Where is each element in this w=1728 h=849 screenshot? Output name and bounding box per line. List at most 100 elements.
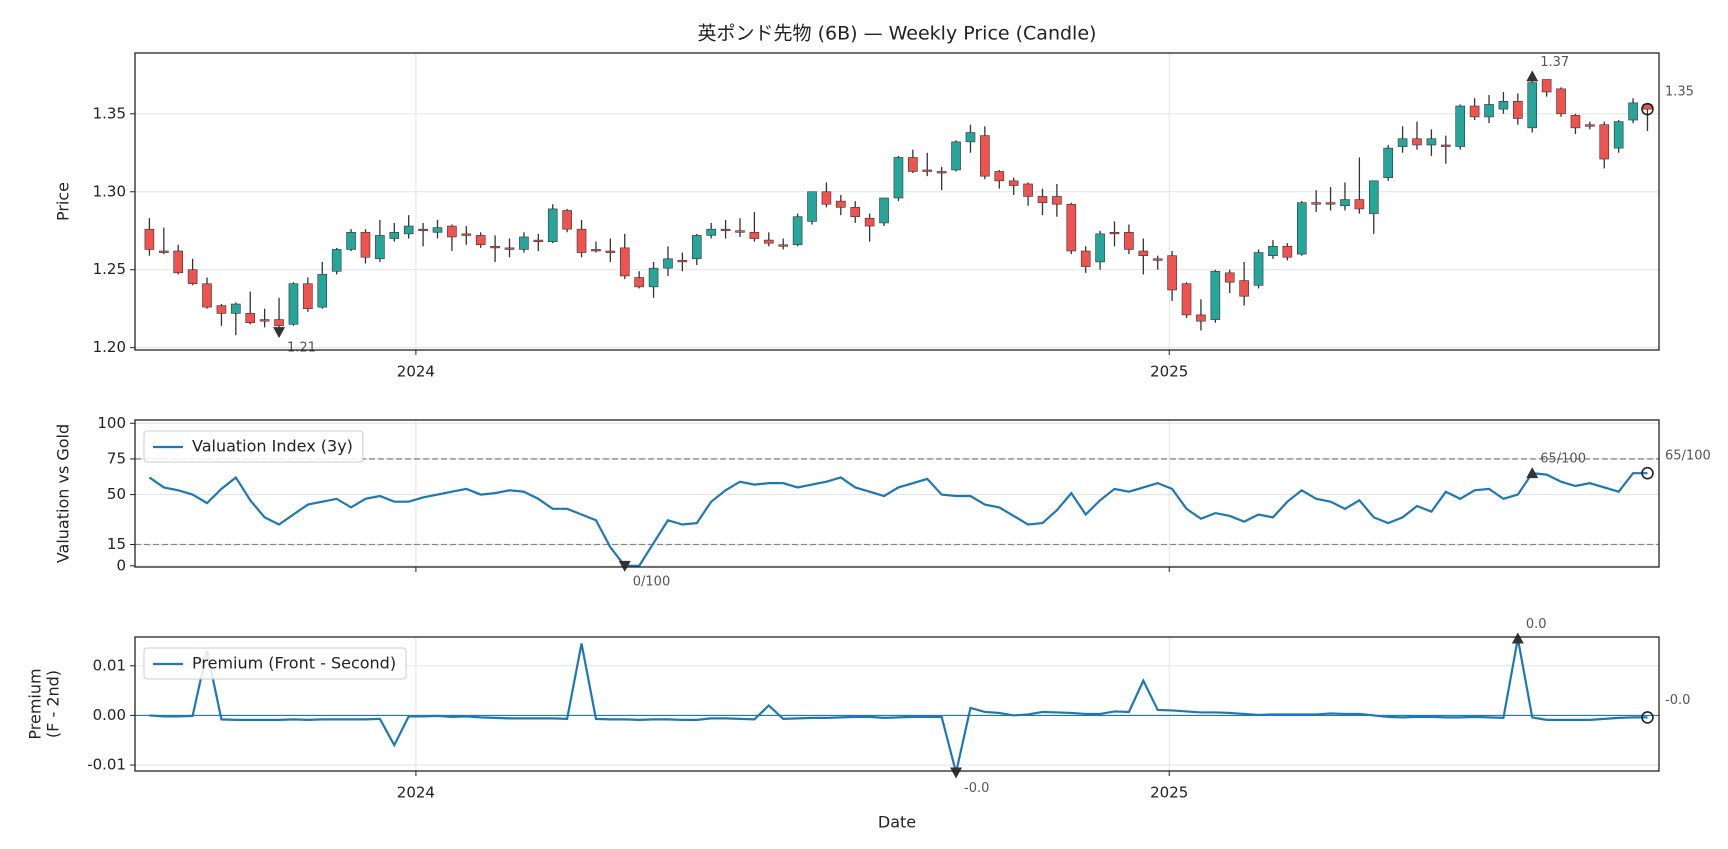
candle-body [375,235,385,260]
candle-body [1340,199,1350,207]
candle-body [1441,144,1451,147]
candle-body [1628,102,1638,121]
candle-body [821,191,832,205]
candle-body [1368,180,1379,214]
candle-body [331,249,342,272]
candle-body [1037,196,1048,203]
min-marker [950,767,963,779]
max-label: 65/100 [1540,452,1586,467]
y-tick-label: 0.00 [93,706,126,724]
candle-body [1253,252,1264,286]
candle-body [778,244,789,247]
min-label: -0.0 [964,781,989,796]
candle-body [475,235,486,246]
candle-body [691,235,702,260]
candle-body [663,258,673,269]
candle-body [908,157,918,172]
candle-body [936,171,947,174]
axes-frame [134,52,1660,351]
y-tick-label: 1.20 [93,338,126,356]
candle-body [1585,124,1595,127]
candle-body [634,277,644,288]
candle-body [418,228,428,232]
candle-body [432,227,443,233]
candle-body [461,233,472,236]
candle-body [879,197,889,224]
candle-body [735,230,745,233]
series-line [148,472,1648,567]
last-label: 65/100 [1665,449,1711,464]
candle-body [807,191,817,222]
y-axis-label: Price [54,182,73,221]
candle-body [1196,314,1206,322]
y-tick-label: 1.30 [93,182,126,200]
candle-body [922,169,933,172]
candle-body [1541,79,1552,93]
candle-body [504,247,515,250]
candle-body [1023,183,1033,197]
y-tick-label: -0.01 [87,756,126,774]
last-marker [1641,102,1654,116]
candle-body [836,200,846,208]
candle-body [1095,233,1105,263]
candle-body [1311,202,1321,205]
candle-body [547,208,558,242]
candle-body [1152,258,1163,261]
candle-body [447,225,457,238]
last-marker [1641,711,1654,724]
last-label: -0.0 [1665,693,1690,708]
candle-body [1296,202,1307,255]
legend-box [143,430,364,463]
candle-body [216,305,227,314]
y-tick-label: 0 [116,556,126,574]
candle-body [1469,105,1480,118]
candle-body [274,319,284,327]
candle-body [893,157,904,199]
candle-body [1570,115,1581,129]
candle-body [1167,255,1177,291]
candle-body [1412,138,1422,146]
candle-body [850,207,861,218]
last-label: 1.35 [1665,85,1694,100]
candle-body [490,246,500,249]
candle-body [1008,180,1019,186]
y-tick-label: 75 [107,449,126,467]
candle-body [994,171,1005,182]
max-marker [1526,467,1539,479]
candle-body [1282,246,1293,258]
candle-body [1513,101,1523,119]
candle-body [591,249,601,252]
legend-label: Valuation Index (3y) [192,437,353,456]
chart-title: 英ポンド先物 (6B) — Weekly Price (Candle) [698,23,1097,45]
candle-body [648,267,659,288]
candle-body [303,283,313,309]
x-tick-label: 2025 [1150,363,1188,381]
candle-body [231,303,241,314]
candle-body [1599,124,1610,160]
candle-body [1080,250,1091,267]
candle-body [1498,101,1509,110]
candle-body [1052,196,1062,205]
y-tick-label: 15 [107,535,126,553]
candle-body [1138,250,1149,256]
y-axis-label: (F - 2nd) [44,670,63,738]
legend: Premium (Front - Second) [143,647,407,680]
max-label: 0.0 [1526,617,1547,632]
candle-body [1181,283,1192,316]
axes-frame [134,419,1660,568]
candle-body [317,274,328,308]
candle-body [533,239,544,242]
min-label: 1.21 [287,341,316,356]
candle-body [259,319,270,322]
candle-body [1527,82,1538,129]
max-marker [1526,70,1539,82]
candle-body [749,231,760,239]
candle-body [980,135,990,177]
candle-body [576,228,587,253]
candle-body [720,228,731,232]
max-marker [1511,632,1524,644]
candle-body [965,132,976,143]
y-tick-label: 1.35 [93,104,126,122]
candle-body [1268,246,1278,256]
candle-body [346,231,356,250]
